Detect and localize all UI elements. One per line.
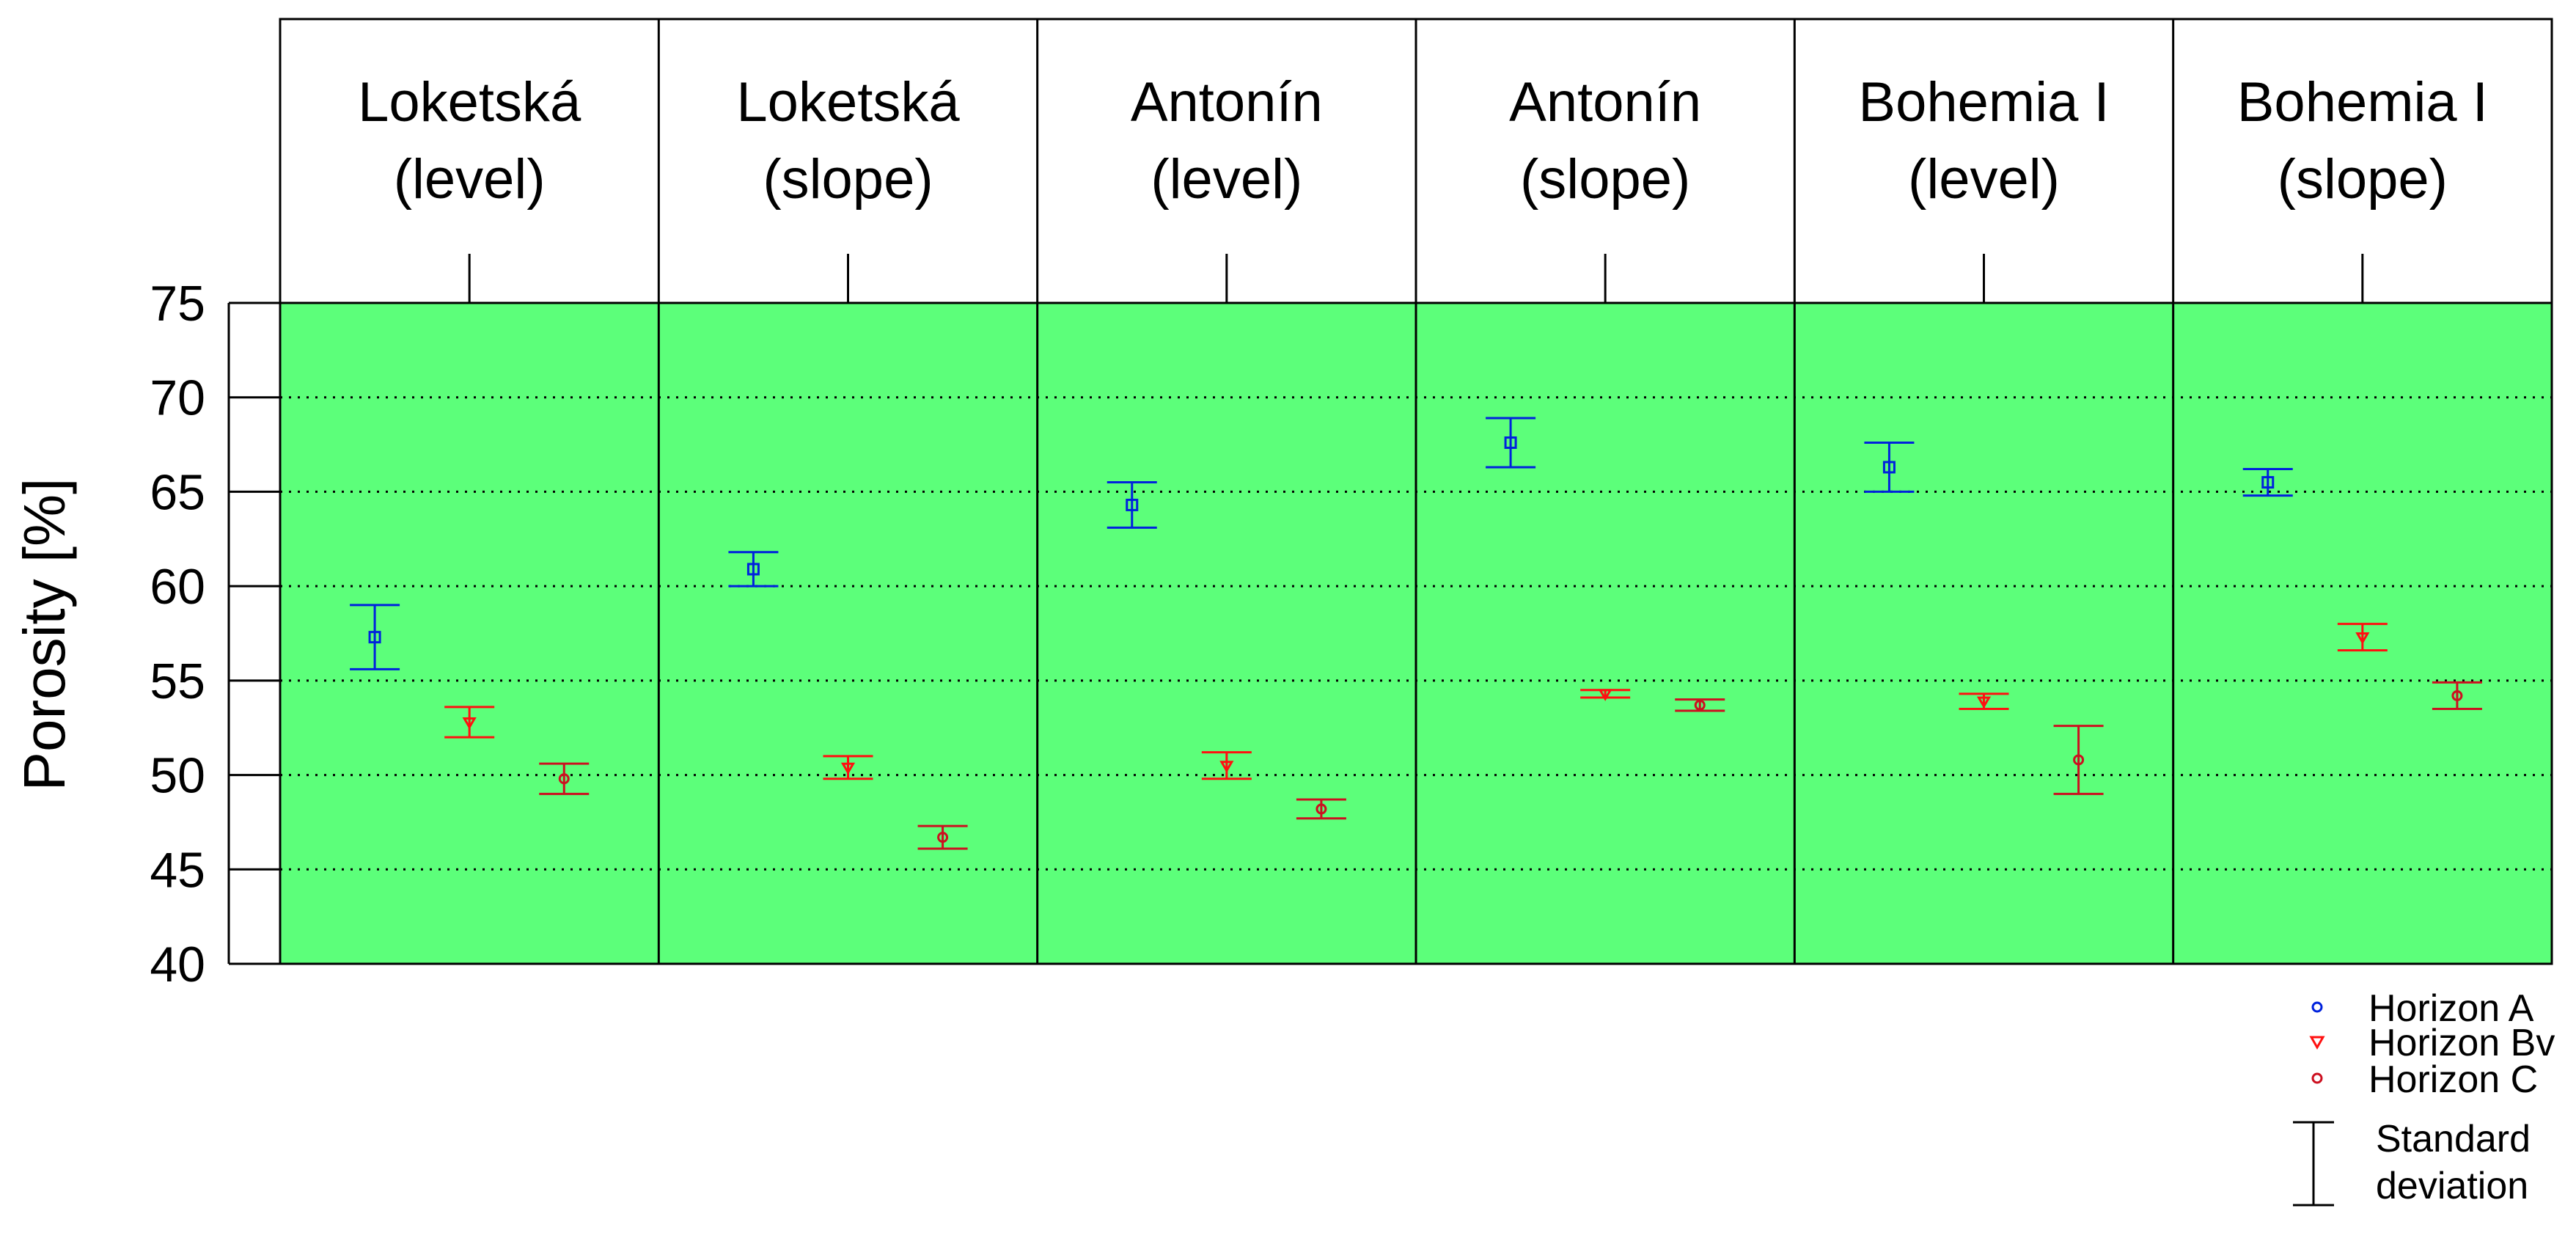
data-point-horizon-bv [2355, 632, 2370, 645]
data-point-horizon-c [1315, 803, 1327, 815]
data-point-horizon-c [1694, 699, 1706, 711]
plot-area [279, 19, 2553, 965]
legend-sd-label-line2: deviation [2376, 1165, 2528, 1207]
panel-title-line1: Antonín [1131, 71, 1323, 133]
data-point-horizon-bv [840, 762, 856, 775]
y-axis: 40 45 50 55 60 65 70 75 [150, 276, 280, 992]
data-point-horizon-bv [462, 717, 477, 730]
data-point-horizon-a [2261, 476, 2275, 489]
data-point-horizon-c [2451, 689, 2463, 701]
legend-marker-horizon-a [2311, 1001, 2323, 1013]
panel-title-line2: (level) [1151, 148, 1302, 211]
data-point-horizon-a [1504, 436, 1517, 449]
y-tick-label: 55 [150, 654, 205, 709]
y-tick-label: 45 [150, 842, 205, 898]
panel-title-line1: Loketská [358, 71, 581, 133]
y-tick-label: 50 [150, 748, 205, 804]
panel-title-line2: (slope) [1520, 148, 1690, 211]
data-point-horizon-a [1126, 498, 1139, 511]
data-point-horizon-c [937, 832, 949, 844]
legend-label: Horizon Bv [2368, 1022, 2555, 1064]
panel-title-line1: Bohemia I [2237, 71, 2488, 133]
legend-sd-label-line1: Standard [2376, 1118, 2531, 1160]
y-tick-label: 75 [150, 276, 205, 332]
data-point-horizon-c [2073, 754, 2085, 766]
legend-marker-horizon-c [2311, 1072, 2323, 1084]
data-point-horizon-a [1882, 461, 1896, 474]
y-tick-label: 65 [150, 464, 205, 520]
data-point-horizon-a [746, 563, 760, 576]
y-axis-label: Porosity [%] [12, 478, 77, 791]
panel-title-line1: Antonín [1509, 71, 1701, 133]
legend-label: Horizon C [2368, 1058, 2538, 1101]
data-point-horizon-bv [1598, 689, 1612, 701]
y-tick-label: 60 [150, 559, 205, 615]
panel-title-line1: Loketská [736, 71, 960, 133]
data-point-horizon-bv [1219, 761, 1234, 773]
panel-title-line1: Bohemia I [1858, 71, 2109, 133]
data-point-horizon-bv [1976, 696, 1992, 709]
y-tick-label: 40 [150, 937, 205, 992]
data-point-horizon-c [558, 773, 570, 785]
plot-border [279, 301, 2553, 965]
panel-title-line2: (slope) [763, 148, 933, 211]
panel-title-line2: (level) [394, 148, 546, 211]
panel-title-line2: (level) [1908, 148, 2060, 211]
legend-marker-horizon-bv [2309, 1036, 2325, 1050]
y-tick-label: 70 [150, 370, 205, 426]
data-point-horizon-a [368, 631, 381, 644]
legend-label: Horizon A [2368, 987, 2534, 1030]
panel-title-line2: (slope) [2278, 148, 2448, 211]
